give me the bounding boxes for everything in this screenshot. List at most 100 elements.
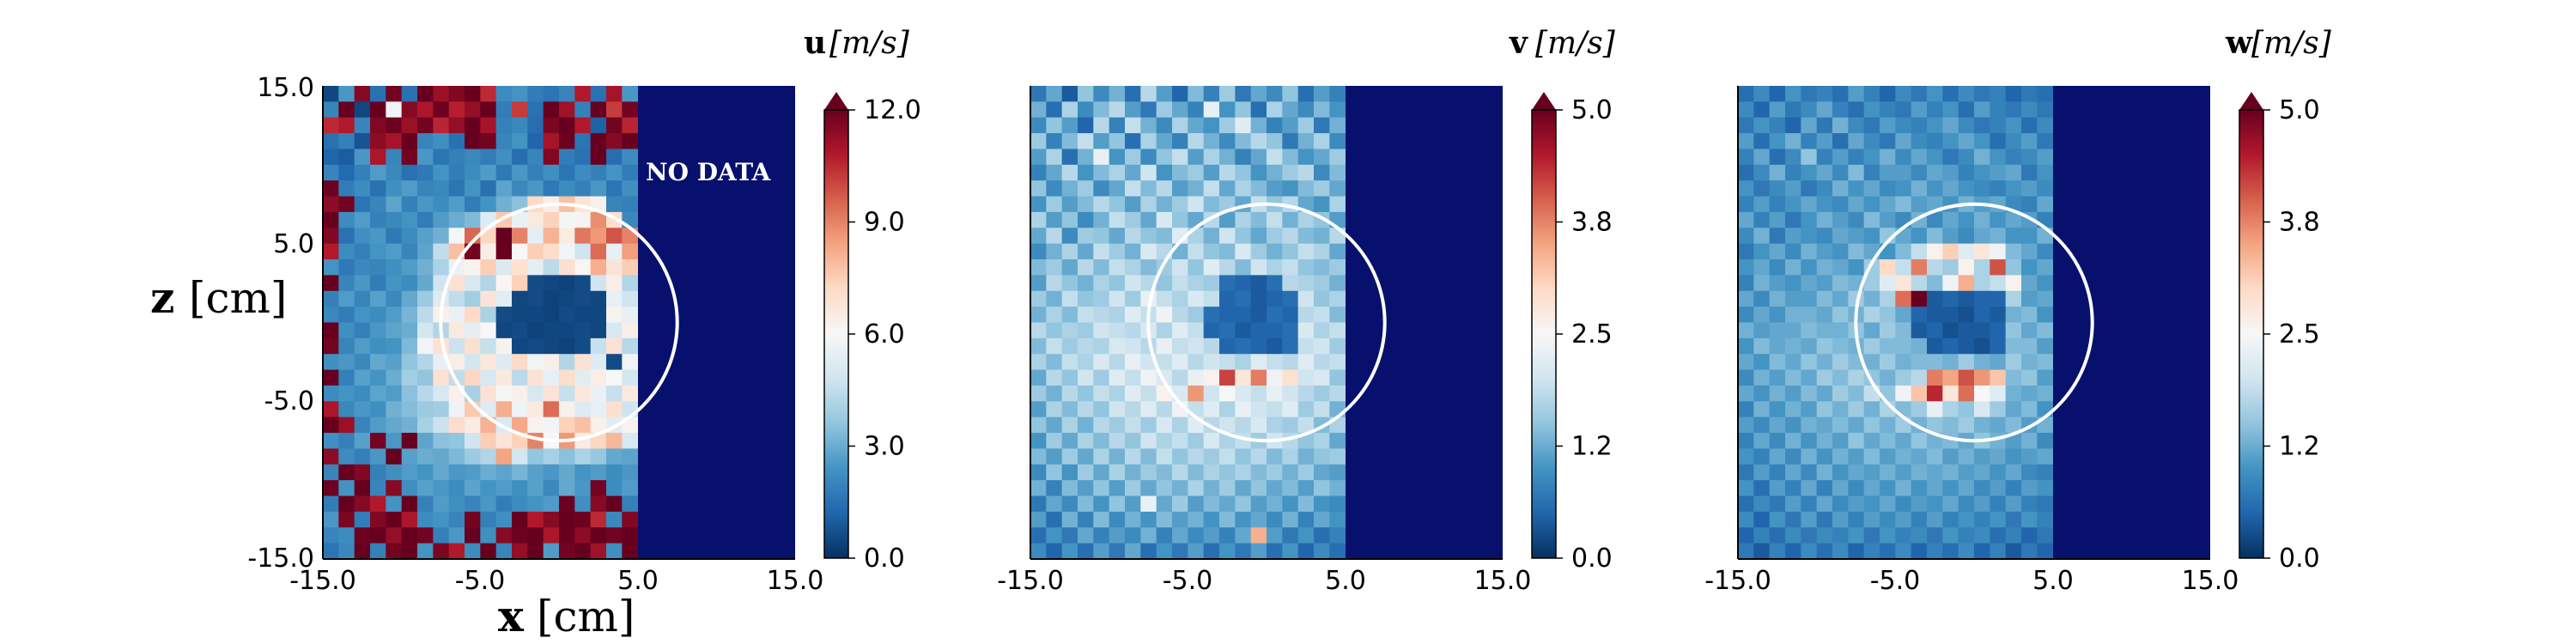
heatmap-cell	[370, 228, 386, 245]
heatmap-cell	[370, 401, 386, 418]
heatmap-cell	[1030, 211, 1047, 228]
heatmap-cell	[527, 480, 544, 497]
heatmap-cell	[417, 337, 434, 355]
heatmap-cell	[1769, 495, 1786, 513]
heatmap-cell	[1046, 464, 1063, 481]
heatmap-cell	[574, 211, 592, 228]
heatmap-cell	[1267, 259, 1283, 276]
heatmap-cell	[622, 243, 639, 260]
heatmap-cell	[1046, 385, 1063, 402]
heatmap-cell	[354, 243, 371, 260]
heatmap-cell	[1785, 164, 1801, 181]
heatmap-cell	[1801, 275, 1818, 292]
heatmap-cell	[1785, 211, 1801, 228]
heatmap-cell	[465, 527, 481, 544]
heatmap-cell	[1990, 527, 2007, 544]
heatmap-cell	[1078, 480, 1094, 497]
heatmap-cell	[1848, 117, 1865, 134]
heatmap-cell	[1863, 164, 1880, 181]
heatmap-cell	[1958, 117, 1975, 134]
heatmap-cell	[1093, 275, 1110, 292]
heatmap-cell	[465, 354, 481, 371]
heatmap-cell	[1785, 101, 1801, 118]
heatmap-cell	[1911, 433, 1928, 450]
heatmap-cell	[1030, 196, 1047, 213]
heatmap-cell	[417, 369, 434, 386]
heatmap-cell	[1942, 228, 1959, 245]
heatmap-cell	[1895, 369, 1912, 386]
heatmap-cell	[401, 149, 418, 166]
heatmap-cell	[370, 464, 386, 481]
heatmap-cell	[1785, 133, 1801, 150]
heatmap-cell	[1219, 401, 1236, 418]
heatmap-cell	[1832, 543, 1849, 560]
heatmap-cell	[1738, 101, 1754, 118]
heatmap-cell	[1974, 164, 1990, 181]
heatmap-cell	[1329, 480, 1346, 497]
heatmap-cell	[543, 464, 560, 481]
heatmap-cell	[386, 401, 403, 418]
heatmap-cell	[465, 211, 481, 228]
heatmap-cell	[1974, 101, 1990, 118]
heatmap-cell	[590, 511, 607, 528]
heatmap-cell	[1816, 290, 1833, 307]
heatmap-cell	[1942, 149, 1959, 166]
heatmap-cell	[1188, 117, 1205, 134]
heatmap-cell	[448, 354, 465, 371]
heatmap-cell	[1061, 337, 1078, 355]
heatmap-cell	[1942, 259, 1959, 276]
heatmap-cell	[1046, 180, 1063, 197]
heatmap-cell	[495, 243, 513, 260]
heatmap-cell	[1880, 196, 1896, 213]
heatmap-cell	[2037, 117, 2054, 134]
heatmap-cell	[1156, 275, 1173, 292]
heatmap-cell	[1078, 354, 1094, 371]
heatmap-cell	[1911, 495, 1928, 513]
heatmap-cell	[338, 480, 355, 497]
heatmap-cell	[1942, 480, 1959, 497]
heatmap-cell	[2037, 164, 2054, 181]
heatmap-cell	[1140, 385, 1157, 402]
heatmap-cell	[1863, 228, 1880, 245]
heatmap-cell	[1974, 416, 1990, 434]
heatmap-cell	[1219, 543, 1236, 560]
heatmap-cell	[1863, 511, 1880, 528]
heatmap-cell	[465, 511, 481, 528]
heatmap-cell	[606, 259, 623, 276]
heatmap-cell	[1880, 480, 1896, 497]
svg-text:x: x	[498, 591, 525, 641]
heatmap-cell	[417, 196, 434, 213]
heatmap-cell	[1816, 464, 1833, 481]
heatmap-cell	[1203, 385, 1220, 402]
heatmap-cell	[1738, 448, 1754, 465]
heatmap-cell	[448, 511, 465, 528]
no-data-region-v	[1346, 86, 1503, 559]
heatmap-cell	[1895, 433, 1912, 450]
heatmap-cell	[1078, 416, 1094, 434]
colorbar-tick-label: 5.0	[1571, 95, 1613, 125]
heatmap-cell	[448, 180, 465, 197]
heatmap-cell	[1203, 228, 1220, 245]
heatmap-cell	[1832, 433, 1849, 450]
heatmap-cell	[1848, 495, 1865, 513]
heatmap-cell	[323, 527, 339, 544]
heatmap-cell	[1093, 322, 1110, 339]
heatmap-cell	[338, 180, 355, 197]
heatmap-cell	[1030, 543, 1047, 560]
heatmap-cell	[1974, 180, 1990, 197]
heatmap-cell	[559, 543, 575, 560]
heatmap-cell	[574, 322, 592, 339]
heatmap-cell	[1125, 180, 1141, 197]
heatmap-cell	[1203, 527, 1220, 544]
heatmap-cell	[574, 448, 592, 465]
heatmap-cell	[512, 480, 528, 497]
heatmap-cell	[1109, 416, 1126, 434]
heatmap-cell	[1958, 448, 1975, 465]
heatmap-cell	[354, 464, 371, 481]
heatmap-cell	[1314, 543, 1330, 560]
heatmap-cell	[401, 275, 418, 292]
heatmap-cell	[1282, 416, 1299, 434]
heatmap-cell	[417, 86, 434, 102]
heatmap-cell	[2021, 401, 2038, 418]
heatmap-cell	[1942, 322, 1959, 339]
